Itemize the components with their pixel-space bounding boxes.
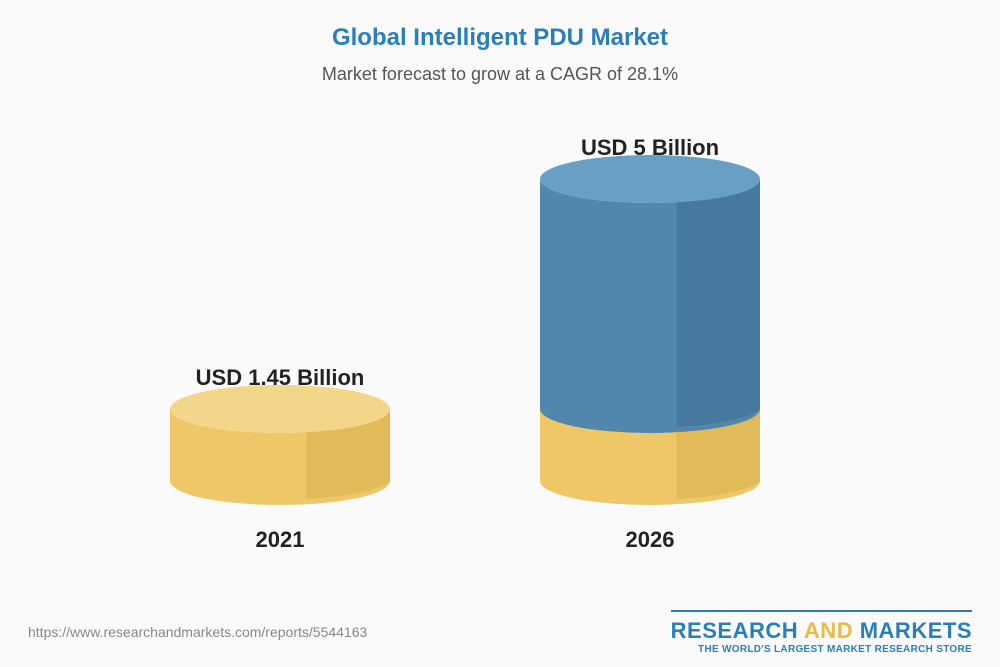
brand-tagline: THE WORLD'S LARGEST MARKET RESEARCH STOR…: [671, 644, 972, 655]
year-label-2021: 2021: [150, 527, 410, 553]
footer: https://www.researchandmarkets.com/repor…: [0, 597, 1000, 667]
brand-logo: RESEARCH AND MARKETS: [671, 618, 972, 644]
year-label-2026: 2026: [520, 527, 780, 553]
value-label-2021: USD 1.45 Billion: [150, 365, 410, 391]
source-url: https://www.researchandmarkets.com/repor…: [28, 624, 367, 640]
value-label-2026: USD 5 Billion: [520, 135, 780, 161]
cylinder-2021: [170, 385, 390, 505]
chart-title: Global Intelligent PDU Market: [0, 0, 1000, 52]
chart-subtitle: Market forecast to grow at a CAGR of 28.…: [0, 64, 1000, 85]
brand-word-1: RESEARCH: [671, 618, 798, 643]
brand-word-3: MARKETS: [860, 618, 972, 643]
brand-word-2: AND: [804, 618, 853, 643]
chart-area: USD 1.45 Billion 2021 USD 5 Billion 2026: [0, 85, 1000, 565]
brand-block: RESEARCH AND MARKETS THE WORLD'S LARGEST…: [671, 610, 972, 655]
cylinder-2026: [540, 155, 760, 505]
